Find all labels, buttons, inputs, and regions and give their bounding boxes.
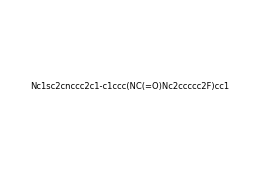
Text: Nc1sc2cnccc2c1-c1ccc(NC(=O)Nc2ccccc2F)cc1: Nc1sc2cnccc2c1-c1ccc(NC(=O)Nc2ccccc2F)cc… [31, 83, 229, 92]
